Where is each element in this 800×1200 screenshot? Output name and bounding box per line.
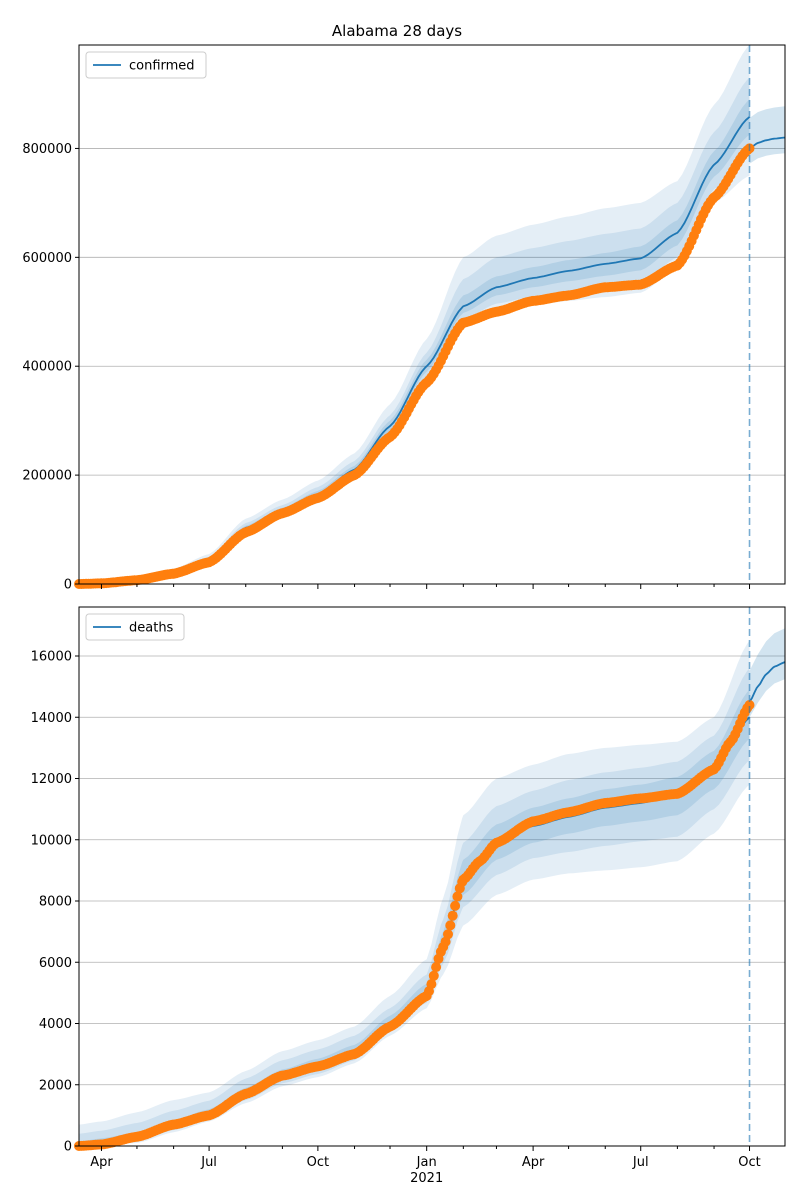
x-tick-sublabel: 2021 (410, 1171, 443, 1186)
y-tick-label: 200000 (22, 469, 72, 484)
legend: confirmed (85, 51, 207, 79)
y-tick-label: 8000 (39, 895, 72, 910)
observed-point (450, 900, 461, 911)
confidence-band-inner (79, 99, 750, 585)
deaths-panel: 0 2000 4000 6000 8000 10000 12000 14000 16000 Apr… (31, 606, 786, 1186)
confidence-band-middle (79, 668, 750, 1146)
observed-point (426, 979, 437, 990)
legend-box (85, 51, 207, 79)
observed-point (443, 929, 453, 940)
forecast-band (749, 106, 785, 164)
confidence-band-outer (79, 45, 750, 584)
x-tick-label: Oct (307, 1155, 329, 1170)
observed-point (428, 970, 439, 981)
series-line-forecast (749, 136, 785, 150)
x-tick-label: Apr (90, 1155, 113, 1170)
y-tick-label: 0 (64, 578, 72, 593)
observed-point (744, 700, 755, 710)
observed-point (452, 891, 463, 902)
y-tick-label: 16000 (31, 650, 72, 665)
y-tick-label: 14000 (31, 711, 72, 726)
legend-box (85, 613, 185, 641)
y-tick-label: 400000 (22, 360, 72, 375)
x-tick-label: Jul (632, 1155, 649, 1170)
observed-point (431, 962, 442, 973)
confidence-band-middle (79, 77, 750, 584)
x-tick-label: Oct (738, 1155, 760, 1170)
y-tick-label: 12000 (31, 772, 72, 787)
x-tick-label: Jul (200, 1155, 217, 1170)
series-line-model (78, 116, 751, 585)
series-line-forecast (748, 661, 786, 703)
y-tick-label: 4000 (39, 1017, 72, 1032)
legend-label: deaths (129, 621, 174, 636)
y-tick-label: 2000 (39, 1078, 72, 1093)
confirmed-panel: 0 200000 400000 600000 800000 confirmed (22, 44, 786, 593)
confidence-band-outer (79, 640, 750, 1146)
legend: deaths (85, 613, 185, 641)
x-tick-label: Jan (416, 1155, 437, 1170)
y-tick-label: 10000 (31, 833, 72, 848)
y-tick-label: 0 (64, 1140, 72, 1155)
y-tick-label: 800000 (22, 142, 72, 157)
x-tick-label: Apr (522, 1155, 545, 1170)
y-tick-label: 600000 (22, 251, 72, 266)
legend-label: confirmed (129, 59, 195, 74)
axes-frame (78, 44, 786, 585)
y-tick-label: 6000 (39, 956, 72, 971)
chart-title: Alabama 28 days (332, 22, 462, 40)
axes-frame (78, 606, 786, 1147)
observed-point (445, 920, 456, 931)
observed-point (447, 910, 458, 921)
confidence-band-inner (79, 689, 750, 1146)
